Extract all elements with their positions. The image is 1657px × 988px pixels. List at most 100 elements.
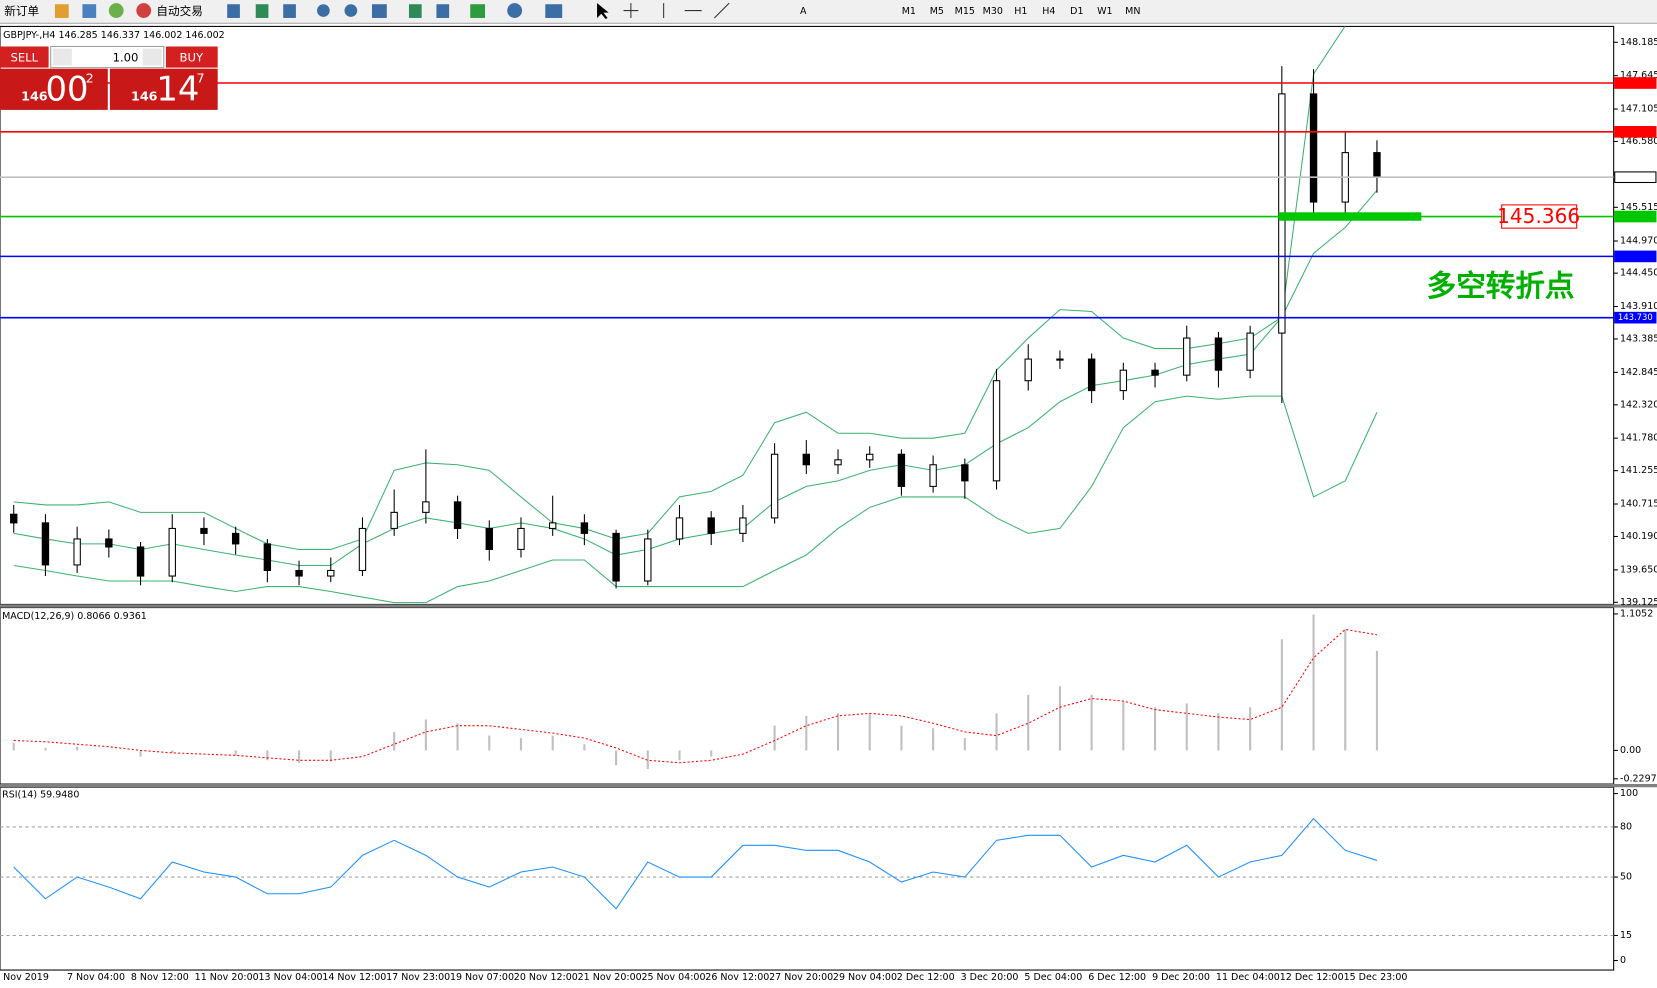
timeframe-button[interactable]: H4 <box>1042 6 1055 17</box>
candle-body <box>1246 332 1254 371</box>
new-order-button[interactable]: 新订单 <box>4 4 39 18</box>
candle-body <box>1373 152 1381 178</box>
price-label: 143.730 <box>1618 312 1653 322</box>
macd-bar <box>12 743 15 751</box>
icon[interactable] <box>470 4 486 18</box>
candle-body <box>10 513 18 524</box>
candle-body <box>1119 369 1128 392</box>
macd-bar <box>519 738 523 751</box>
x-tick-label: 5 Dec 04:00 <box>1024 972 1082 983</box>
icon[interactable] <box>317 4 330 17</box>
macd-bar <box>868 713 871 751</box>
candle-body <box>866 453 874 461</box>
sell-label[interactable]: SELL <box>10 51 38 65</box>
icon[interactable] <box>255 4 269 18</box>
timeframe-bar: M1 M5 M15 M30 H1 H4 D1 W1 MN <box>902 6 1141 17</box>
icon[interactable] <box>283 4 296 18</box>
macd-header: MACD(12,26,9) 0.8066 0.9361 <box>2 611 147 622</box>
candle-body <box>517 527 525 550</box>
icon[interactable] <box>507 3 523 18</box>
candle-body <box>961 464 969 482</box>
bollinger-middle <box>13 189 1378 567</box>
icon[interactable] <box>436 4 450 18</box>
macd-bar <box>139 750 142 757</box>
timeframe-button[interactable]: H1 <box>1014 6 1027 17</box>
macd-bar <box>424 719 427 751</box>
timeframe-button[interactable]: M15 <box>955 6 975 17</box>
icon[interactable] <box>54 4 69 18</box>
buy-price-pip: 7 <box>197 71 205 86</box>
y-tick-label: 141.780 <box>1620 433 1657 444</box>
price-label-box <box>1614 210 1657 223</box>
x-tick-label: 27 Nov 20:00 <box>769 972 833 983</box>
draw-tools[interactable] <box>623 2 730 19</box>
rsi-title: RSI(14) <box>2 789 37 800</box>
main-pane <box>0 25 1615 605</box>
candle-body <box>707 517 715 534</box>
x-tick-label: 9 Dec 20:00 <box>1152 972 1210 983</box>
macd-bar <box>995 713 998 751</box>
icon[interactable] <box>371 4 387 18</box>
x-tick-label: 7 Nov 04:00 <box>67 972 125 983</box>
candle-body <box>1056 358 1064 361</box>
candle-body <box>802 453 811 466</box>
candle-body <box>897 453 906 487</box>
timeframe-button[interactable]: M5 <box>930 6 944 17</box>
y-tick-label: 147.105 <box>1620 104 1657 115</box>
buy-price-box[interactable] <box>109 68 218 110</box>
macd-bar <box>456 723 459 751</box>
lot-value[interactable]: 1.00 <box>113 51 139 65</box>
sell-button[interactable] <box>0 46 49 68</box>
candle-body <box>105 538 113 548</box>
icon[interactable] <box>82 4 97 18</box>
annotation-text: 多空转折点 <box>1427 269 1575 303</box>
rsi-pane <box>0 786 1615 971</box>
candle-body <box>612 532 620 582</box>
macd-title: MACD(12,26,9) <box>2 611 74 622</box>
sell-price-box[interactable] <box>0 68 108 110</box>
tool-icons <box>227 3 563 18</box>
macd-bar <box>171 750 174 753</box>
macd-bar <box>266 750 269 761</box>
header-high: 146.337 <box>101 29 140 40</box>
buy-price-main: 14 <box>156 69 199 108</box>
y-tick-label: 142.845 <box>1620 367 1657 378</box>
lot-box[interactable] <box>50 45 165 69</box>
symbol: GBPJPY-,H4 <box>3 29 55 40</box>
annotation-box <box>1501 204 1578 229</box>
icon[interactable] <box>408 4 422 18</box>
timeframe-button[interactable]: MN <box>1125 6 1140 17</box>
y-tick-label: 50 <box>1620 872 1632 883</box>
x-tick-label: 2 Dec 12:00 <box>897 972 955 983</box>
candle-body <box>675 517 684 540</box>
auto-trading-icon[interactable] <box>136 3 152 18</box>
icon[interactable] <box>545 4 563 18</box>
buy-label[interactable]: BUY <box>179 51 203 65</box>
x-tick-label: 14 Nov 12:00 <box>322 972 386 983</box>
timeframe-button[interactable]: M1 <box>902 6 916 17</box>
text-tool[interactable]: A <box>800 6 807 17</box>
lot-up[interactable] <box>142 48 162 66</box>
buy-button[interactable] <box>165 46 218 68</box>
icon[interactable] <box>108 3 124 18</box>
candle-body <box>1214 337 1223 371</box>
buy-price-big: 146 <box>131 89 158 104</box>
y-tick-label: 140.190 <box>1620 531 1657 542</box>
timeframe-button[interactable]: W1 <box>1097 6 1112 17</box>
price-label-box <box>1614 311 1657 324</box>
timeframe-button[interactable]: M30 <box>983 6 1003 17</box>
macd-bar <box>900 725 903 751</box>
lot-down[interactable] <box>52 48 72 66</box>
header-close: 146.002 <box>185 29 224 40</box>
y-tick-label: 144.970 <box>1620 236 1657 247</box>
annotation-price: 145.366 <box>1497 204 1580 228</box>
icon[interactable] <box>344 4 358 17</box>
candle-body <box>548 522 557 529</box>
y-tick-label: 15 <box>1620 930 1632 941</box>
auto-trading-button[interactable]: 自动交易 <box>156 4 202 18</box>
icon[interactable] <box>227 4 240 18</box>
timeframe-button[interactable]: D1 <box>1070 6 1083 17</box>
candle-body <box>739 517 747 534</box>
sell-price-main: 00 <box>45 69 88 108</box>
macd-bar <box>932 728 935 751</box>
